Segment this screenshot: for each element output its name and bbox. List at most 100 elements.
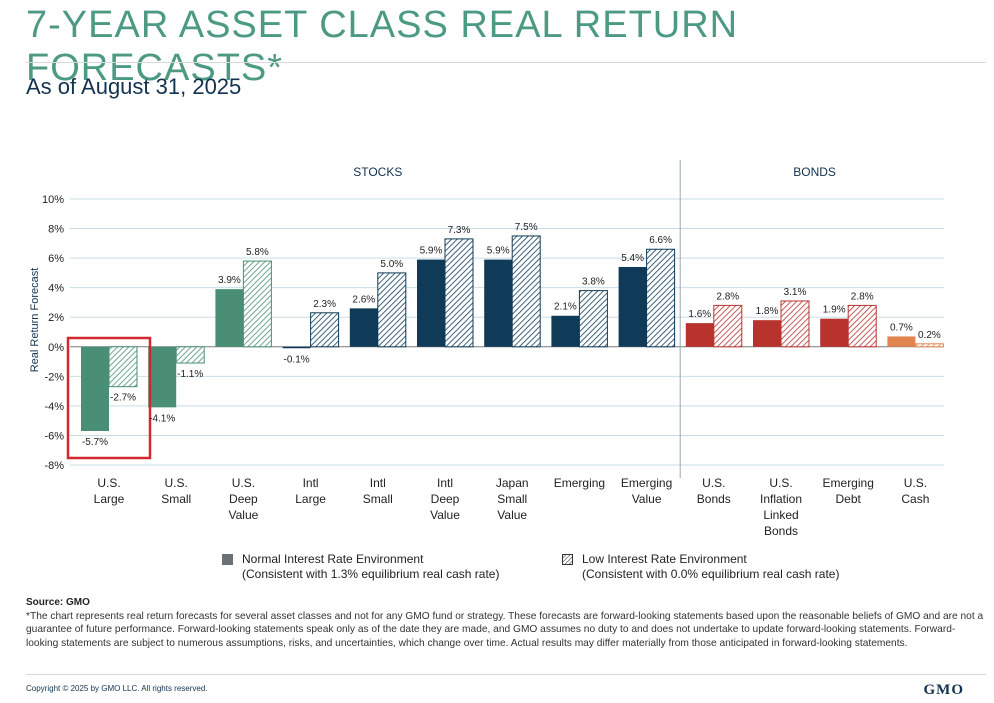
category-label: Inflation <box>760 492 802 506</box>
bar-low <box>310 312 340 348</box>
bar-normal <box>753 320 781 347</box>
bar-normal <box>551 315 580 347</box>
bar-low <box>914 343 944 348</box>
bar-value-label: -4.1% <box>149 413 175 424</box>
bar-low <box>713 304 743 348</box>
category-label: Large <box>295 492 326 506</box>
title-divider <box>26 62 986 63</box>
y-tick-label: 6% <box>48 253 64 265</box>
bar-normal <box>282 346 311 349</box>
category-label: Bonds <box>764 524 798 538</box>
category-label: U.S. <box>904 476 927 490</box>
bar-low <box>646 248 676 348</box>
gmo-logo: GMO <box>923 682 964 698</box>
category-label: Emerging <box>621 476 672 490</box>
bar-value-label: 1.6% <box>688 309 711 320</box>
category-label: Deep <box>229 492 258 506</box>
bar-low <box>780 300 810 348</box>
category-label: Small <box>497 492 527 506</box>
bar-value-label: 5.9% <box>487 246 510 257</box>
bar-value-label: 2.1% <box>554 302 577 313</box>
category-label: Linked <box>763 508 798 522</box>
legend-low: Low Interest Rate Environment (Consisten… <box>562 552 839 582</box>
bar-value-label: 5.0% <box>380 259 403 270</box>
legend-low-label: Low Interest Rate Environment <box>582 552 747 566</box>
bar-normal <box>148 346 177 408</box>
bar-value-label: 6.6% <box>649 235 672 246</box>
bar-value-label: 0.2% <box>918 330 941 341</box>
legend-hatched-swatch <box>562 554 573 565</box>
category-label: U.S. <box>769 476 792 490</box>
y-tick-label: -4% <box>44 401 64 413</box>
bar-value-label: 3.8% <box>582 277 605 288</box>
bar-value-label: 7.3% <box>448 225 471 236</box>
bar-chart: -8% -6% -4% -2% 0% 2% 4% 6% 8% 10% Real Return For… <box>29 160 944 538</box>
y-tick-label: -2% <box>44 371 64 383</box>
legend-normal: Normal Interest Rate Environment (Consis… <box>222 552 499 582</box>
bar-low <box>444 238 474 348</box>
bar-normal <box>618 266 647 347</box>
page-subtitle: As of August 31, 2025 <box>26 74 242 99</box>
category-label: U.S. <box>702 476 725 490</box>
bar-normal <box>81 346 109 432</box>
bar-value-label: 5.9% <box>420 246 443 257</box>
copyright-text: Copyright © 2025 by GMO LLC. All rights … <box>26 684 208 693</box>
category-label: Small <box>363 492 393 506</box>
category-label: U.S. <box>165 476 188 490</box>
bar-value-label: -0.1% <box>284 354 310 365</box>
bar-normal <box>215 289 244 347</box>
y-tick-label: -8% <box>44 460 64 472</box>
bar-value-label: 1.8% <box>756 306 779 317</box>
category-label: Intl <box>303 476 319 490</box>
category-label: Deep <box>431 492 460 506</box>
category-label: Japan <box>496 476 529 490</box>
category-label: Intl <box>437 476 453 490</box>
bar-normal <box>685 323 714 347</box>
y-tick-label: 2% <box>48 312 64 324</box>
bar-low <box>108 346 138 388</box>
section-label: STOCKS <box>353 165 402 179</box>
category-label: Value <box>497 508 527 522</box>
legend-low-note: (Consistent with 0.0% equilibrium real c… <box>582 567 840 581</box>
category-label: Bonds <box>697 492 731 506</box>
bar-value-label: 0.7% <box>890 322 913 333</box>
category-label: Large <box>94 492 125 506</box>
bar-value-label: -2.7% <box>110 393 136 404</box>
disclaimer-note: *The chart represents real return foreca… <box>26 611 984 649</box>
y-tick-label: -6% <box>44 430 64 442</box>
bar-normal <box>820 318 849 347</box>
bar-value-label: 5.8% <box>246 247 269 258</box>
category-label: Small <box>161 492 191 506</box>
category-label: Emerging <box>554 476 605 490</box>
y-tick-label: 4% <box>48 283 64 295</box>
category-label: Intl <box>370 476 386 490</box>
bar-value-label: 2.3% <box>313 299 336 310</box>
y-axis-title: Real Return Forecast <box>29 268 41 373</box>
footer-divider <box>26 674 986 675</box>
legend-normal-label: Normal Interest Rate Environment <box>242 552 424 566</box>
bar-low <box>511 235 541 348</box>
category-label: Debt <box>836 492 862 506</box>
source-note: Source: GMO <box>26 597 90 608</box>
bar-value-label: -5.7% <box>82 437 108 448</box>
bar-value-label: 2.8% <box>716 291 739 302</box>
category-label: Emerging <box>823 476 874 490</box>
section-label: BONDS <box>793 165 836 179</box>
bar-value-label: -1.1% <box>177 369 203 380</box>
bar-normal <box>484 259 513 347</box>
bar-value-label: 2.6% <box>352 294 375 305</box>
highlight-box <box>66 336 152 460</box>
legend-solid-swatch <box>222 554 233 565</box>
y-tick-label: 10% <box>42 194 64 206</box>
bar-low <box>175 346 205 364</box>
bar-low <box>847 304 877 348</box>
bar-value-label: 2.8% <box>851 291 874 302</box>
y-tick-label: 0% <box>48 342 64 354</box>
bar-low <box>242 260 272 348</box>
bar-normal <box>349 308 378 347</box>
bar-value-label: 3.1% <box>784 287 807 298</box>
bar-low <box>377 272 407 348</box>
bar-normal <box>887 336 916 347</box>
bar-value-label: 3.9% <box>218 275 241 286</box>
bar-low <box>578 290 608 348</box>
